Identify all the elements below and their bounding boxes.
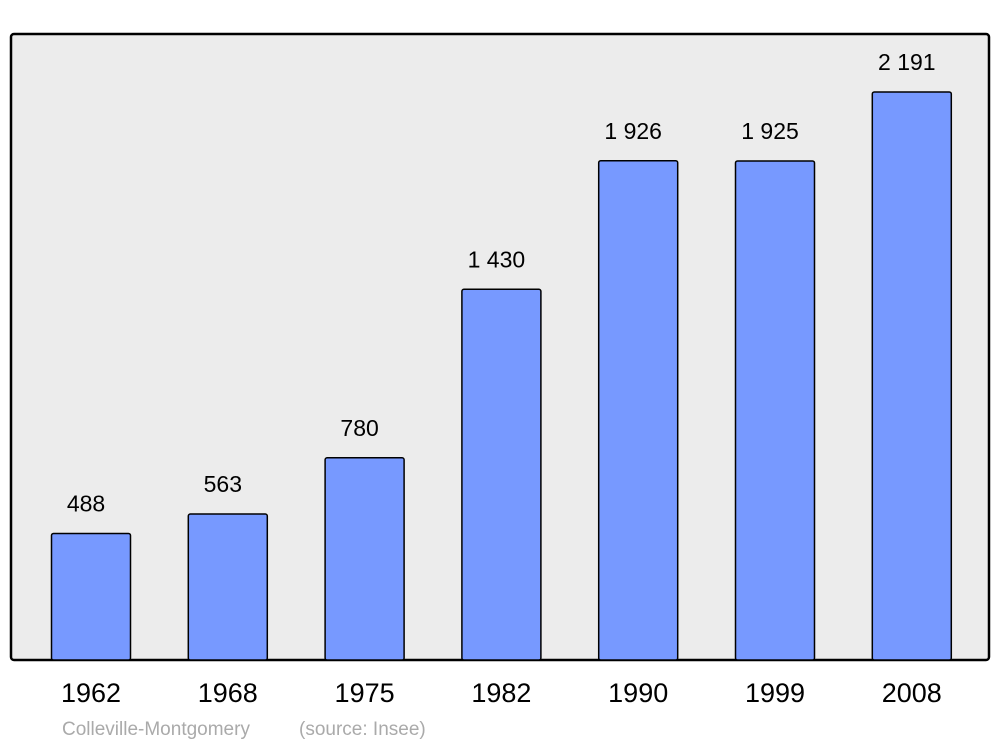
x-tick-label: 1990 <box>608 678 668 708</box>
bar <box>187 513 269 661</box>
value-label: 488 <box>67 491 105 517</box>
bar <box>871 91 953 661</box>
bar <box>461 288 542 661</box>
chart-title: Colleville-Montgomery <box>62 719 250 740</box>
value-label: 563 <box>204 471 242 497</box>
x-tick-label: 1962 <box>61 678 121 708</box>
bar <box>50 532 132 661</box>
x-tick-label: 1982 <box>471 678 531 708</box>
x-tick-label: 1975 <box>335 678 395 708</box>
value-label: 780 <box>340 415 378 441</box>
bar <box>734 160 816 661</box>
bar <box>597 159 679 661</box>
value-label: 1 925 <box>741 118 799 144</box>
x-tick-label: 1999 <box>745 678 805 708</box>
value-label: 2 191 <box>878 49 936 75</box>
source-note: (source: Insee) <box>299 719 426 740</box>
value-label: 1 430 <box>468 246 526 272</box>
x-tick-label: 1968 <box>198 678 258 708</box>
value-label: 1 926 <box>604 118 662 144</box>
x-tick-label: 2008 <box>882 678 942 708</box>
bar <box>324 457 405 661</box>
